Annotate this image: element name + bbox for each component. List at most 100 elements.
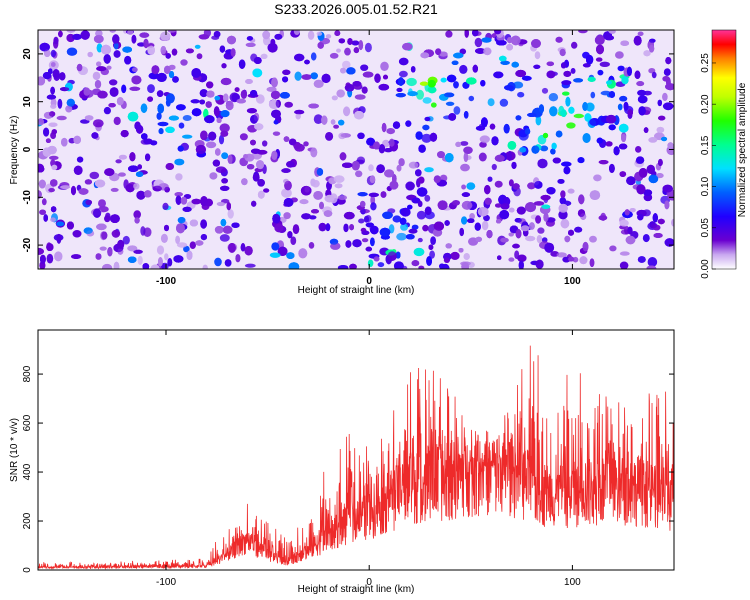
spectrogram-cell bbox=[369, 175, 376, 183]
spectrogram-cell bbox=[221, 63, 227, 69]
figure-title: S233.2026.005.01.52.R21 bbox=[274, 1, 438, 17]
spectrogram-cell bbox=[392, 215, 402, 223]
spectrogram-cell bbox=[540, 194, 551, 201]
spectrogram-cell bbox=[508, 257, 515, 262]
spectrogram-cell bbox=[286, 252, 295, 259]
spectrogram-ylabel: Frequency (Hz) bbox=[9, 116, 20, 185]
spectrogram-cell bbox=[411, 260, 420, 267]
snr-ytick-label: 0 bbox=[22, 567, 33, 573]
spectrogram-cell bbox=[658, 158, 663, 167]
spectrogram-cell bbox=[156, 112, 162, 120]
spectrogram-cell bbox=[481, 117, 488, 127]
spectrogram-cell bbox=[38, 165, 45, 173]
spectrogram-cell bbox=[380, 191, 387, 198]
spectrogram-cell bbox=[136, 190, 146, 200]
spectrogram-cell bbox=[40, 254, 46, 264]
colorbar-gradient bbox=[711, 29, 737, 270]
spectrogram-cell bbox=[94, 79, 102, 89]
spectrogram-cell bbox=[370, 225, 379, 235]
spectrogram-cell bbox=[662, 76, 670, 82]
spectrogram-cell bbox=[650, 223, 657, 229]
spectrogram-cell bbox=[474, 222, 481, 231]
spectrogram-cell bbox=[415, 131, 423, 140]
spectrogram-cell bbox=[103, 106, 111, 115]
spectrogram-cell bbox=[127, 245, 138, 252]
spectrogram-cell bbox=[272, 213, 281, 224]
spectrogram-cell bbox=[227, 209, 234, 219]
snr-ytick-label: 600 bbox=[22, 414, 33, 431]
spectrogram-cell bbox=[111, 229, 121, 238]
spectrogram-cell bbox=[515, 229, 522, 239]
spectrogram-cell bbox=[652, 213, 658, 223]
spectrogram-cell bbox=[283, 212, 291, 220]
spectrogram-cell bbox=[407, 204, 413, 210]
spectrogram-cell bbox=[190, 99, 200, 104]
spectrogram-cell bbox=[72, 33, 82, 40]
spectrogram-cell bbox=[131, 34, 137, 44]
spectrogram-cell bbox=[292, 224, 300, 235]
spectrogram-cell bbox=[340, 67, 347, 74]
spectrogram-cell bbox=[209, 172, 218, 180]
spectrogram-cell bbox=[57, 98, 63, 109]
spectrogram-cell bbox=[619, 261, 629, 269]
spectrogram-cell bbox=[389, 180, 399, 190]
spectrogram-cell bbox=[606, 80, 612, 85]
spectrogram-cell bbox=[637, 256, 646, 263]
spectrogram-cell bbox=[323, 210, 333, 217]
colorbar-label: Normalized spectral amplitude bbox=[737, 82, 748, 217]
spectrogram-cell bbox=[103, 54, 111, 64]
spectrogram-cell bbox=[504, 85, 514, 91]
spectrogram-ytick-label: 10 bbox=[22, 96, 33, 108]
spectrogram-cell bbox=[578, 30, 588, 34]
spectrogram-cell bbox=[51, 62, 56, 67]
spectrogram-cell bbox=[402, 42, 413, 51]
spectrogram-cell bbox=[483, 47, 492, 56]
spectrogram-cell bbox=[493, 71, 504, 79]
spectrogram-cell bbox=[561, 161, 572, 167]
spectrogram-cell bbox=[566, 122, 576, 129]
spectrogram-cell bbox=[635, 146, 642, 153]
spectrogram-cell bbox=[546, 61, 554, 67]
spectrogram-cell bbox=[665, 57, 672, 65]
spectrogram-cell bbox=[337, 195, 347, 201]
spectrogram-cell bbox=[398, 57, 409, 66]
spectrogram-cell bbox=[200, 130, 208, 141]
spectrogram-cell bbox=[437, 200, 448, 210]
spectrogram-cell bbox=[480, 80, 486, 87]
spectrogram-cell bbox=[512, 243, 520, 249]
spectrogram-cell bbox=[176, 223, 185, 234]
spectrogram-cell bbox=[613, 146, 620, 156]
spectrogram-cell bbox=[127, 30, 134, 35]
spectrogram-cell bbox=[227, 35, 236, 45]
colorbar-tick-label: 0.25 bbox=[700, 53, 711, 73]
spectrogram-cell bbox=[51, 129, 57, 135]
spectrogram-cell bbox=[347, 38, 353, 45]
spectrogram-cell bbox=[133, 183, 140, 190]
spectrogram-cell bbox=[216, 117, 222, 124]
spectrogram-cell bbox=[311, 209, 319, 214]
spectrogram-cell bbox=[382, 211, 393, 219]
spectrogram-cell bbox=[463, 253, 470, 260]
spectrogram-cell bbox=[38, 248, 44, 255]
spectrogram-cell bbox=[388, 224, 395, 234]
spectrogram-cell bbox=[165, 126, 175, 133]
spectrogram-cell bbox=[160, 31, 171, 41]
spectrogram-cell bbox=[445, 30, 453, 38]
spectrogram-cell bbox=[182, 206, 192, 212]
spectrogram-cell bbox=[398, 77, 404, 86]
spectrogram-cell bbox=[102, 263, 113, 269]
spectrogram-cell bbox=[46, 253, 54, 264]
spectrogram-cell bbox=[194, 44, 201, 49]
spectrogram-cell bbox=[316, 31, 323, 36]
spectrogram-cell bbox=[618, 143, 628, 150]
spectrogram-cell bbox=[589, 258, 595, 268]
spectrogram-cell bbox=[288, 138, 297, 146]
spectrogram-cell bbox=[313, 114, 323, 124]
spectrogram-cell bbox=[324, 194, 335, 203]
spectrogram-cell bbox=[257, 190, 265, 199]
spectrogram-cell bbox=[484, 185, 491, 195]
spectrogram-cell bbox=[110, 214, 120, 224]
spectrogram-cell bbox=[196, 53, 203, 60]
spectrogram-cell bbox=[420, 52, 430, 59]
spectrogram-cell bbox=[257, 179, 265, 187]
